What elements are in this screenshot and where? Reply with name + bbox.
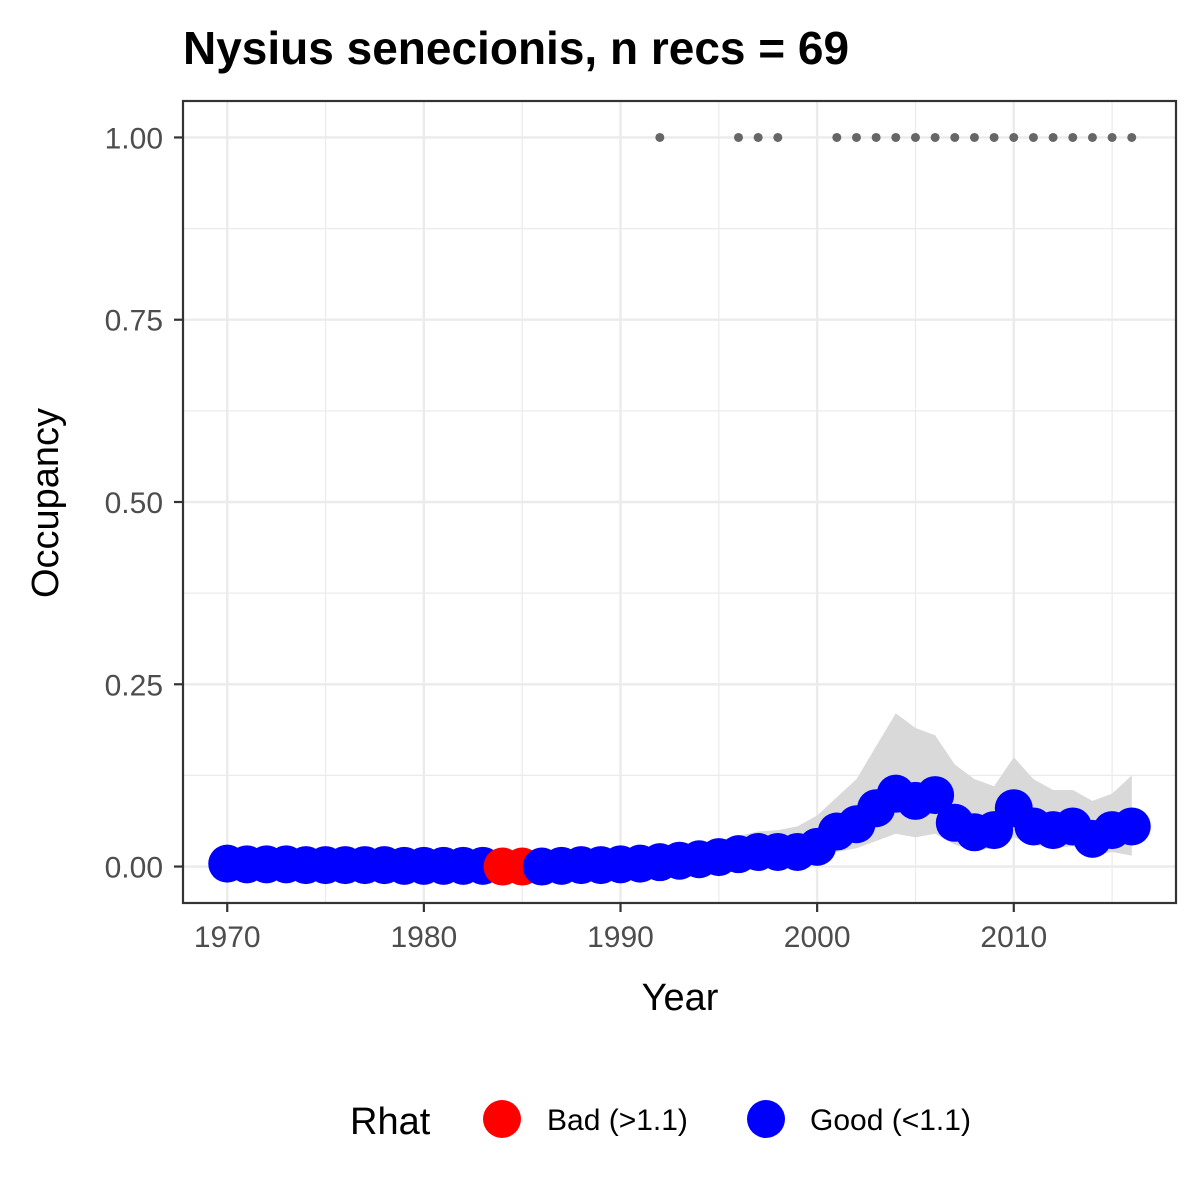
chart-title: Nysius senecionis, n recs = 69 xyxy=(183,22,849,74)
y-tick-label: 0.00 xyxy=(105,852,163,885)
y-tick-label: 0.50 xyxy=(105,487,163,520)
x-tick-label: 1970 xyxy=(194,921,261,954)
record-point xyxy=(1048,132,1058,142)
record-point xyxy=(891,132,901,142)
y-tick-label: 0.25 xyxy=(105,669,163,702)
y-axis: 0.00 0.25 0.50 0.75 1.00 xyxy=(105,122,183,885)
record-point xyxy=(871,132,881,142)
record-point xyxy=(1068,132,1078,142)
legend-label-bad: Bad (>1.1) xyxy=(547,1104,688,1137)
legend-swatch-good xyxy=(747,1100,785,1138)
x-axis-title: Year xyxy=(642,977,719,1019)
record-point xyxy=(1028,132,1038,142)
legend-swatch-bad xyxy=(483,1100,521,1138)
record-point xyxy=(910,132,920,142)
y-tick-label: 0.75 xyxy=(105,305,163,338)
record-point xyxy=(930,132,940,142)
x-tick-label: 1990 xyxy=(587,921,654,954)
record-point xyxy=(773,132,783,142)
record-point xyxy=(969,132,979,142)
occupancy-point-good xyxy=(916,776,955,815)
x-axis: 1970 1980 1990 2000 2010 xyxy=(194,903,1047,954)
x-tick-label: 2000 xyxy=(784,921,851,954)
record-point xyxy=(1107,132,1117,142)
record-point xyxy=(989,132,999,142)
x-tick-label: 1980 xyxy=(391,921,458,954)
record-point xyxy=(1009,132,1019,142)
y-tick-label: 1.00 xyxy=(105,122,163,155)
record-point xyxy=(1087,132,1097,142)
occupancy-point-good xyxy=(1112,807,1151,846)
y-axis-title: Occupancy xyxy=(25,408,67,598)
record-point xyxy=(655,132,665,142)
record-point xyxy=(950,132,960,142)
credible-interval-ribbon xyxy=(227,713,1132,867)
legend-title: Rhat xyxy=(350,1101,431,1143)
record-point xyxy=(1127,132,1137,142)
legend: Rhat Bad (>1.1) Good (<1.1) xyxy=(350,1100,971,1143)
record-point xyxy=(851,132,861,142)
legend-label-good: Good (<1.1) xyxy=(810,1104,971,1137)
record-point xyxy=(832,132,842,142)
x-tick-label: 2010 xyxy=(980,921,1047,954)
record-point xyxy=(753,132,763,142)
plot-panel xyxy=(181,99,1178,905)
record-point xyxy=(733,132,743,142)
